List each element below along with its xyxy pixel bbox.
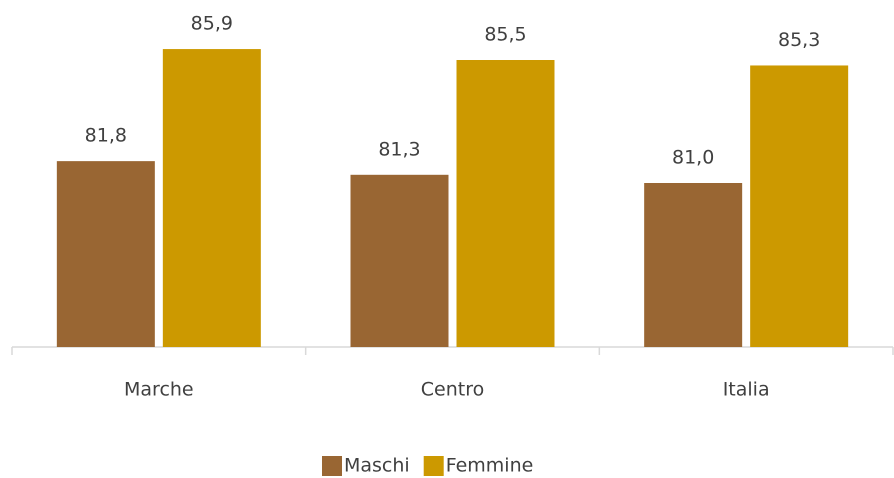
- data-label: 81,0: [672, 147, 714, 169]
- data-label: 81,8: [85, 125, 127, 147]
- bar: [162, 49, 261, 348]
- bar: [350, 174, 449, 347]
- x-tick-label: Marche: [124, 379, 194, 401]
- legend-label: Maschi: [344, 455, 410, 477]
- bar: [750, 65, 849, 347]
- bar: [644, 183, 743, 347]
- data-label: 85,5: [484, 24, 526, 46]
- legend-swatch: [322, 456, 342, 476]
- legend-label: Femmine: [446, 455, 534, 477]
- bar: [56, 161, 155, 347]
- x-tick-label: Centro: [421, 379, 484, 401]
- x-tick-label: Italia: [723, 379, 770, 401]
- data-label: 85,9: [191, 13, 233, 35]
- data-label: 81,3: [378, 138, 420, 160]
- data-label: 85,3: [778, 29, 820, 51]
- bar: [456, 60, 555, 347]
- legend-swatch: [423, 456, 444, 476]
